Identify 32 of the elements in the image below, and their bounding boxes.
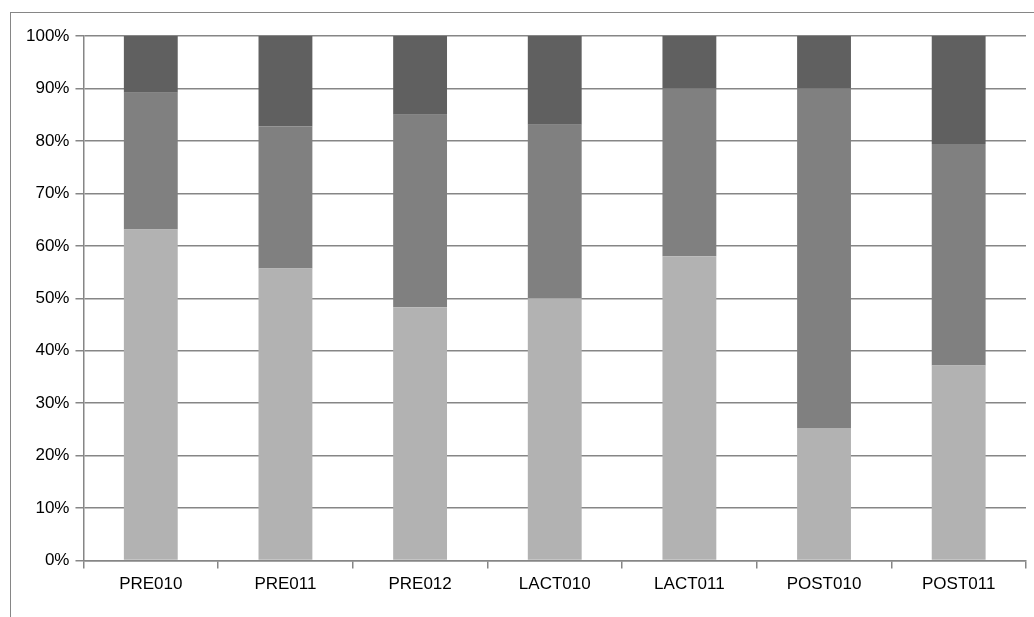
- bar: [123, 229, 178, 560]
- bar: [527, 36, 582, 125]
- bar: [258, 268, 313, 560]
- bar: [797, 36, 851, 89]
- y-tick-label: 40%: [35, 340, 70, 360]
- y-tick-label: 60%: [35, 235, 70, 255]
- bar: [931, 365, 986, 560]
- bar: [393, 307, 448, 560]
- bar: [797, 427, 851, 560]
- x-tick-label: POST010: [786, 574, 862, 594]
- y-tick-label: 70%: [35, 183, 70, 203]
- y-tick-label: 100%: [26, 25, 70, 45]
- x-tick-label: LACT011: [654, 574, 725, 594]
- y-tick-label: 20%: [35, 445, 70, 465]
- bar: [393, 36, 448, 115]
- x-tick-label: LACT010: [518, 574, 591, 594]
- x-tick-label: PRE012: [388, 574, 452, 594]
- bar: [123, 36, 178, 93]
- y-tick-label: 80%: [35, 130, 70, 150]
- x-tick-label: PRE010: [119, 574, 183, 594]
- bar: [527, 298, 582, 560]
- bar: [662, 36, 717, 89]
- y-tick-label: 10%: [35, 497, 70, 517]
- x-tick-label: PRE011: [254, 574, 317, 594]
- y-tick-label: 0%: [44, 550, 70, 570]
- y-tick-label: 30%: [35, 392, 70, 412]
- y-tick-label: 90%: [35, 78, 70, 98]
- bar: [662, 256, 717, 560]
- bar: [931, 36, 986, 145]
- bar: [258, 36, 313, 127]
- x-tick-label: POST011: [921, 574, 996, 594]
- y-tick-label: 50%: [35, 287, 70, 307]
